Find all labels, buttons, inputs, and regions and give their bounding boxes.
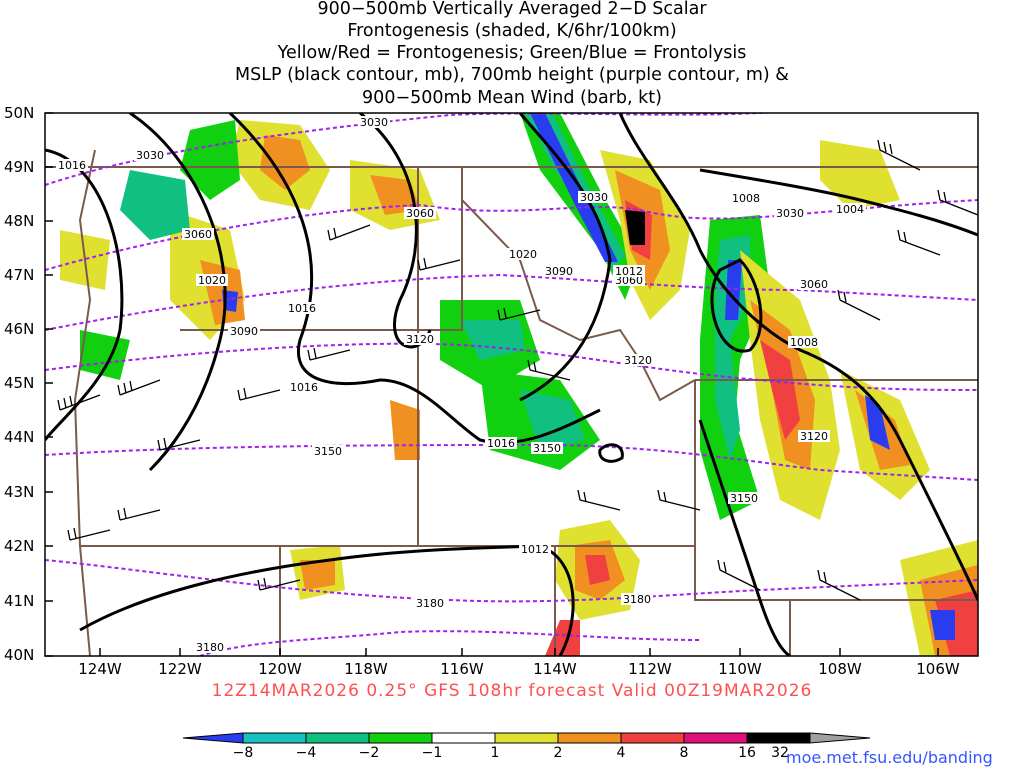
mslp-label: 1008: [732, 192, 760, 205]
lat-label: 49N: [4, 158, 35, 176]
height-label: 3150: [314, 445, 342, 458]
mslp-label: 1016: [288, 302, 316, 315]
colorbar-label: 4: [616, 745, 626, 761]
contour-labels: 3030 3030 3060 3060 3090 3120 3150 3030 …: [56, 116, 866, 654]
lon-label: 112W: [628, 660, 672, 678]
title-line-3: Yellow/Red = Frontogenesis; Green/Blue =…: [277, 43, 747, 63]
height-label: 3060: [800, 278, 828, 291]
height-label: 3180: [623, 593, 651, 606]
lon-label: 114W: [533, 660, 577, 678]
lon-label: 122W: [158, 660, 202, 678]
height-label: 3090: [230, 325, 258, 338]
lon-label: 120W: [258, 660, 302, 678]
mslp-label: 1004: [836, 203, 864, 216]
colorbar-label: 2: [553, 745, 563, 761]
height-label: 3030: [776, 207, 804, 220]
shaded-field: [60, 113, 978, 656]
lat-label: 47N: [4, 266, 35, 284]
mslp-label: 1016: [58, 159, 86, 172]
mslp-label: 1020: [509, 248, 537, 261]
colorbar-label: 16: [738, 745, 756, 761]
colorbar-label: −8: [232, 745, 254, 761]
plot-frame: [44, 112, 979, 657]
height-label: 3030: [580, 191, 608, 204]
height-label: 3090: [545, 265, 573, 278]
lat-label: 41N: [4, 592, 35, 610]
height-label: 3120: [624, 354, 652, 367]
mslp-label: 1012: [521, 543, 549, 556]
lon-label: 116W: [440, 660, 484, 678]
height-label: 3060: [406, 207, 434, 220]
mslp-label: 1012: [615, 265, 643, 278]
lat-label: 42N: [4, 537, 35, 555]
lat-label: 40N: [4, 646, 35, 664]
lon-label: 108W: [818, 660, 862, 678]
state-borders: [45, 149, 978, 656]
height-label: 3180: [416, 597, 444, 610]
lat-label: 43N: [4, 483, 35, 501]
title-line-5: 900−500mb Mean Wind (barb, kt): [362, 88, 662, 108]
height-label: 3030: [136, 149, 164, 162]
height-label: 3180: [196, 641, 224, 654]
lon-label: 110W: [718, 660, 762, 678]
title-line-1: 900−500mb Vertically Averaged 2−D Scalar: [317, 0, 707, 19]
forecast-footer: 12Z14MAR2026 0.25° GFS 108hr forecast Va…: [211, 681, 813, 701]
mslp-label: 1016: [487, 437, 515, 450]
lat-label: 44N: [4, 428, 35, 446]
height-label: 3120: [406, 333, 434, 346]
lat-label: 50N: [4, 104, 35, 122]
colorbar-label: −2: [358, 745, 380, 761]
lat-label: 46N: [4, 320, 35, 338]
colorbar-label: −4: [295, 745, 317, 761]
lat-label: 48N: [4, 212, 35, 230]
lat-label: 45N: [4, 374, 35, 392]
title-line-2: Frontogenesis (shaded, K/6hr/100km): [347, 21, 677, 41]
title-line-4: MSLP (black contour, mb), 700mb height (…: [235, 65, 789, 85]
credit-url[interactable]: moe.met.fsu.edu/banding: [786, 748, 993, 767]
mslp-label: 1020: [198, 274, 226, 287]
colorbar-label: −1: [421, 745, 443, 761]
height-label: 3120: [800, 430, 828, 443]
colorbar-label: 32: [771, 745, 789, 761]
height-label: 3030: [360, 116, 388, 129]
wind-barbs: [57, 139, 978, 601]
height-label: 3060: [184, 228, 212, 241]
colorbar-label: 1: [490, 745, 500, 761]
height-label: 3150: [730, 492, 758, 505]
colorbar-label: 8: [679, 745, 689, 761]
height-label: 3060: [615, 274, 643, 287]
axis-ticks: [45, 112, 939, 657]
lon-label: 118W: [344, 660, 388, 678]
mslp-label: 1016: [290, 381, 318, 394]
height-label: 3150: [533, 442, 561, 455]
mslp-label: 1008: [790, 336, 818, 349]
lon-label: 106W: [916, 660, 960, 678]
lon-label: 124W: [78, 660, 122, 678]
